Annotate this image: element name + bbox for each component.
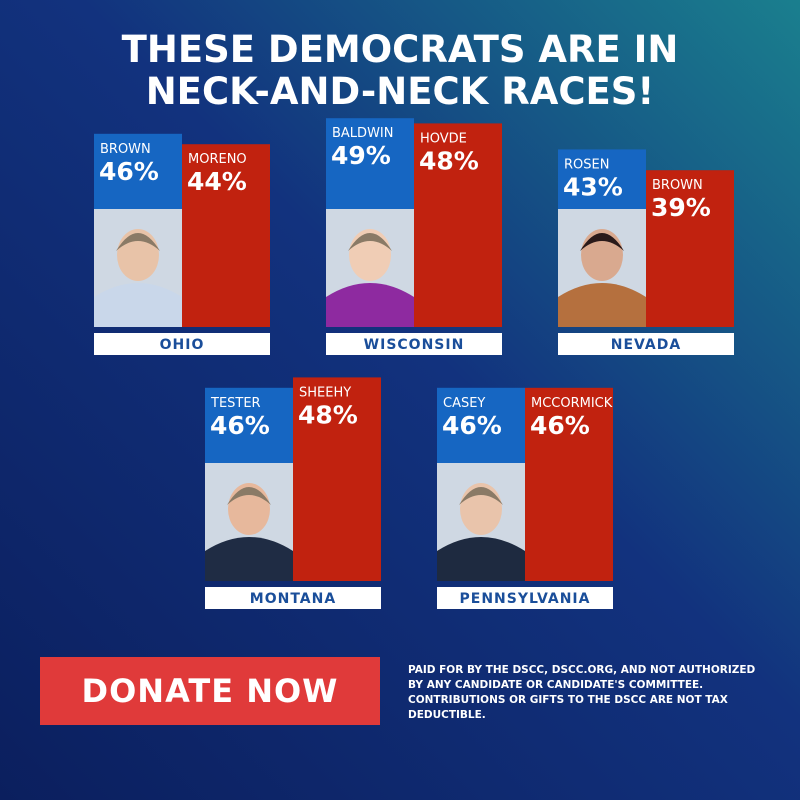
- headline: NECK-AND-NECK RACES!: [146, 70, 655, 113]
- candidate-name: TESTER: [210, 396, 261, 411]
- disclaimer: BY ANY CANDIDATE OR CANDIDATE'S COMMITTE…: [408, 679, 703, 691]
- state-label: MONTANA: [250, 591, 336, 607]
- candidate-photo: [94, 283, 182, 327]
- value-label: 48%: [298, 400, 358, 429]
- candidate-name: CASEY: [443, 396, 485, 411]
- disclaimer: PAID FOR BY THE DSCC, DSCC.ORG, AND NOT …: [408, 664, 756, 676]
- state-label: PENNSYLVANIA: [460, 591, 591, 607]
- bar: [414, 123, 502, 328]
- candidate-photo: [326, 283, 414, 327]
- value-label: 46%: [210, 411, 270, 440]
- candidate-photo: [459, 487, 503, 505]
- value-label: 46%: [442, 411, 502, 440]
- candidate-name: BALDWIN: [332, 126, 393, 141]
- state-box: [94, 333, 270, 355]
- state-box: [326, 333, 502, 355]
- button-bg[interactable]: [40, 657, 380, 725]
- candidate-photo: [580, 233, 624, 251]
- candidate-name: BROWN: [652, 178, 703, 193]
- candidate-photo: [348, 233, 392, 251]
- value-label: 48%: [419, 146, 479, 175]
- disclaimer: DEDUCTIBLE.: [408, 709, 486, 721]
- donate-button[interactable]: DONATE NOW: [40, 657, 380, 725]
- state-label: OHIO: [160, 337, 205, 353]
- candidate-name: MORENO: [188, 152, 247, 167]
- value-label: 49%: [331, 141, 391, 170]
- value-label: 46%: [530, 411, 590, 440]
- state-label: WISCONSIN: [364, 337, 465, 353]
- bar: [293, 377, 381, 581]
- state-box: [437, 587, 613, 609]
- state-box: [205, 587, 381, 609]
- candidate-name: MCCORMICK: [531, 396, 613, 411]
- bar: [646, 170, 734, 327]
- value-label: 39%: [651, 193, 711, 222]
- candidate-name: BROWN: [100, 142, 151, 157]
- bar: [182, 144, 270, 327]
- button-label[interactable]: DONATE NOW: [82, 672, 339, 710]
- value-label: 46%: [99, 157, 159, 186]
- headline: THESE DEMOCRATS ARE IN: [122, 28, 679, 71]
- candidate-photo: [227, 487, 271, 505]
- candidate-photo: [205, 537, 293, 581]
- bar: [525, 387, 613, 581]
- candidate-name: ROSEN: [564, 157, 609, 172]
- candidate-photo: [558, 283, 646, 327]
- disclaimer: CONTRIBUTIONS OR GIFTS TO THE DSCC ARE N…: [408, 694, 728, 706]
- candidate-name: HOVDE: [420, 131, 467, 146]
- candidate-photo: [437, 537, 525, 581]
- state-box: [558, 333, 734, 355]
- value-label: 44%: [187, 167, 247, 196]
- candidate-photo: [116, 233, 160, 251]
- value-label: 43%: [563, 172, 623, 201]
- state-label: NEVADA: [611, 337, 681, 353]
- candidate-name: SHEEHY: [299, 385, 351, 400]
